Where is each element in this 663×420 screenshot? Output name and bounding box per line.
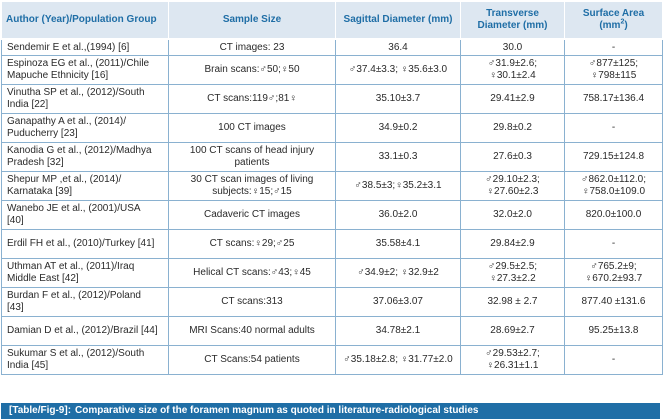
cell-author: Sendemir E et al.,(1994) [6] [1,39,169,56]
table-header-row: Author (Year)/Population Group Sample Si… [1,1,663,40]
cell-sagittal: 33.1±0.3 [335,142,461,172]
cell-sagittal: 36.4 [335,39,461,56]
header-sample-size: Sample Size [168,1,336,40]
cell-sample-size: Helical CT scans:♂43;♀45 [168,258,336,288]
cell-sample-size: CT scans:♀29;♂25 [168,229,336,259]
cell-surface-area: 729.15±124.8 [564,142,663,172]
cell-transverse: 32.98 ± 2.7 [460,287,565,317]
cell-author: Vinutha SP et al., (2012)/South India [2… [1,84,169,114]
cell-sagittal: 35.58±4.1 [335,229,461,259]
table-row: Sukumar S et al., (2012)/South India [45… [1,345,663,375]
cell-sagittal: ♂35.18±2.8; ♀31.77±2.0 [335,345,461,375]
cell-transverse: 28.69±2.7 [460,316,565,346]
header-surface-area-unit-sup: 2 [620,18,625,26]
caption-label: [Table/Fig-9]: [9,405,72,416]
foramen-magnum-table: Author (Year)/Population Group Sample Si… [1,1,663,375]
cell-sample-size: 100 CT scans of head injury patients [168,142,336,172]
header-surface-area-label: Surface Area [582,8,645,19]
header-surface-area: Surface Area (mm2) [564,1,663,40]
cell-surface-area: 95.25±13.8 [564,316,663,346]
cell-surface-area: - [564,345,663,375]
cell-transverse: 30.0 [460,39,565,56]
cell-sample-size: CT scans:313 [168,287,336,317]
table-row: Espinoza EG et al., (2011)/Chile Mapuche… [1,55,663,85]
cell-surface-area: ♂862.0±112.0; ♀758.0±109.0 [564,171,663,201]
cell-author: Espinoza EG et al., (2011)/Chile Mapuche… [1,55,169,85]
header-surface-area-unit-close: ) [624,20,628,31]
cell-surface-area: - [564,39,663,56]
cell-author: Ganapathy A et al., (2014)/ Puducherry [… [1,113,169,143]
table-row: Wanebo JE et al., (2001)/USA [40] Cadave… [1,200,663,230]
cell-author: Sukumar S et al., (2012)/South India [45… [1,345,169,375]
table-row: Kanodia G et al., (2012)/Madhya Pradesh … [1,142,663,172]
cell-sagittal: ♂38.5±3;♀35.2±3.1 [335,171,461,201]
cell-transverse: 29.41±2.9 [460,84,565,114]
table-row: Burdan F et al., (2012)/Poland [43] CT s… [1,287,663,317]
cell-sample-size: CT scans:119♂;81♀ [168,84,336,114]
cell-author: Burdan F et al., (2012)/Poland [43] [1,287,169,317]
cell-sample-size: 30 CT scan images of living subjects:♀15… [168,171,336,201]
cell-sample-size: CT images: 23 [168,39,336,56]
table-row: Shepur MP ,et al., (2014)/ Karnataka [39… [1,171,663,201]
table-row: Erdil FH et al., (2010)/Turkey [41] CT s… [1,229,663,259]
cell-transverse: 29.84±2.9 [460,229,565,259]
cell-sample-size: 100 CT images [168,113,336,143]
cell-author: Uthman AT et al., (2011)/Iraq Middle Eas… [1,258,169,288]
header-sagittal-diameter: Sagittal Diameter (mm) [335,1,461,40]
cell-sagittal: 36.0±2.0 [335,200,461,230]
cell-transverse: 27.6±0.3 [460,142,565,172]
cell-surface-area: - [564,113,663,143]
table-row: Sendemir E et al.,(1994) [6] CT images: … [1,39,663,56]
cell-transverse: ♂29.5±2.5; ♀27.3±2.2 [460,258,565,288]
table-row: Vinutha SP et al., (2012)/South India [2… [1,84,663,114]
cell-transverse: ♂31.9±2.6; ♀30.1±2.4 [460,55,565,85]
cell-surface-area: ♂765.2±9; ♀670.2±93.7 [564,258,663,288]
cell-author: Kanodia G et al., (2012)/Madhya Pradesh … [1,142,169,172]
cell-sample-size: MRI Scans:40 normal adults [168,316,336,346]
table-caption: [Table/Fig-9]: Comparative size of the fo… [1,403,660,419]
caption-text: Comparative size of the foramen magnum a… [75,405,479,416]
cell-surface-area: ♂877±125; ♀798±115 [564,55,663,85]
table-row: Damian D et al., (2012)/Brazil [44] MRI … [1,316,663,346]
header-surface-area-unit: (mm [599,20,621,31]
cell-sample-size: Brain scans:♂50;♀50 [168,55,336,85]
cell-surface-area: 820.0±100.0 [564,200,663,230]
cell-sagittal: ♂37.4±3.3; ♀35.6±3.0 [335,55,461,85]
cell-transverse: 29.8±0.2 [460,113,565,143]
cell-transverse: 32.0±2.0 [460,200,565,230]
cell-author: Erdil FH et al., (2010)/Turkey [41] [1,229,169,259]
cell-surface-area: - [564,229,663,259]
cell-sagittal: 34.9±0.2 [335,113,461,143]
table-row: Ganapathy A et al., (2014)/ Puducherry [… [1,113,663,143]
table-row: Uthman AT et al., (2011)/Iraq Middle Eas… [1,258,663,288]
cell-author: Wanebo JE et al., (2001)/USA [40] [1,200,169,230]
header-transverse-diameter: Transverse Diameter (mm) [460,1,565,40]
cell-transverse: ♂29.53±2.7; ♀26.31±1.1 [460,345,565,375]
cell-sagittal: ♂34.9±2; ♀32.9±2 [335,258,461,288]
header-author: Author (Year)/Population Group [1,1,169,40]
cell-sagittal: 34.78±2.1 [335,316,461,346]
cell-sagittal: 37.06±3.07 [335,287,461,317]
cell-surface-area: 758.17±136.4 [564,84,663,114]
cell-author: Damian D et al., (2012)/Brazil [44] [1,316,169,346]
cell-sagittal: 35.10±3.7 [335,84,461,114]
cell-sample-size: Cadaveric CT images [168,200,336,230]
cell-author: Shepur MP ,et al., (2014)/ Karnataka [39… [1,171,169,201]
cell-sample-size: CT Scans:54 patients [168,345,336,375]
cell-transverse: ♂29.10±2.3; ♀27.60±2.3 [460,171,565,201]
cell-surface-area: 877.40 ±131.6 [564,287,663,317]
